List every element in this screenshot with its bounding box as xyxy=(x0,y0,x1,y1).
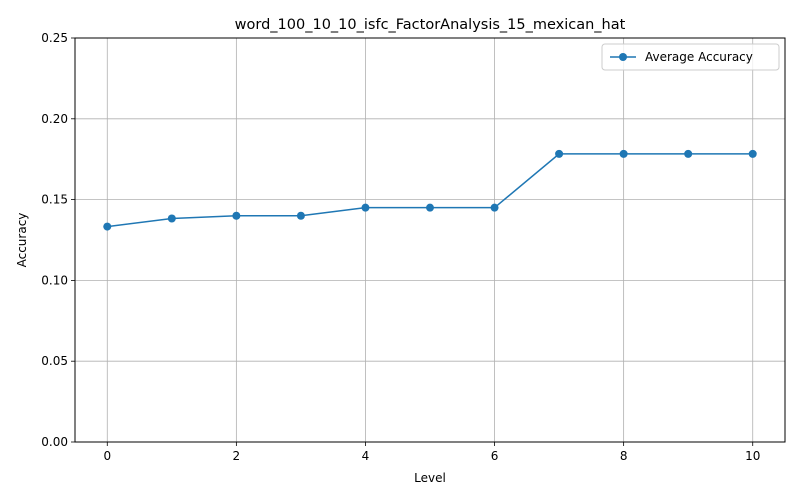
x-tick-label: 4 xyxy=(362,449,370,463)
chart-title: word_100_10_10_isfc_FactorAnalysis_15_me… xyxy=(235,17,626,33)
data-point xyxy=(748,149,757,158)
data-point xyxy=(232,211,241,220)
data-point xyxy=(103,222,112,231)
y-tick-label: 0.00 xyxy=(41,435,68,449)
x-tick-label: 8 xyxy=(620,449,628,463)
plot-area-frame xyxy=(74,37,786,443)
x-tick-label: 10 xyxy=(745,449,760,463)
data-point xyxy=(361,203,370,212)
data-point xyxy=(619,149,628,158)
y-tick-label: 0.15 xyxy=(41,193,68,207)
x-tick-label: 6 xyxy=(491,449,499,463)
data-point xyxy=(167,214,176,223)
legend-label-average-accuracy: Average Accuracy xyxy=(645,50,753,64)
data-point xyxy=(296,211,305,220)
data-point xyxy=(684,149,693,158)
y-tick-label: 0.10 xyxy=(41,273,68,287)
legend-box xyxy=(601,43,780,71)
series-layer xyxy=(103,149,757,231)
x-tick-label: 2 xyxy=(233,449,241,463)
data-point xyxy=(426,203,434,212)
data-point xyxy=(490,203,499,212)
legend-marker-swatch xyxy=(619,53,627,61)
axis-ticks: 0 2 4 6 8 10 0.00 0.05 0.10 0.15 0.20 0.25 xyxy=(41,31,760,463)
x-tick-label: 0 xyxy=(103,449,111,463)
data-point xyxy=(555,149,564,158)
x-axis-label: Level xyxy=(414,471,446,485)
y-tick-label: 0.05 xyxy=(41,354,68,368)
y-axis-label: Accuracy xyxy=(15,213,29,268)
y-tick-label: 0.25 xyxy=(41,31,68,45)
y-tick-label: 0.20 xyxy=(41,112,68,126)
legend: Average Accuracy xyxy=(601,43,780,71)
